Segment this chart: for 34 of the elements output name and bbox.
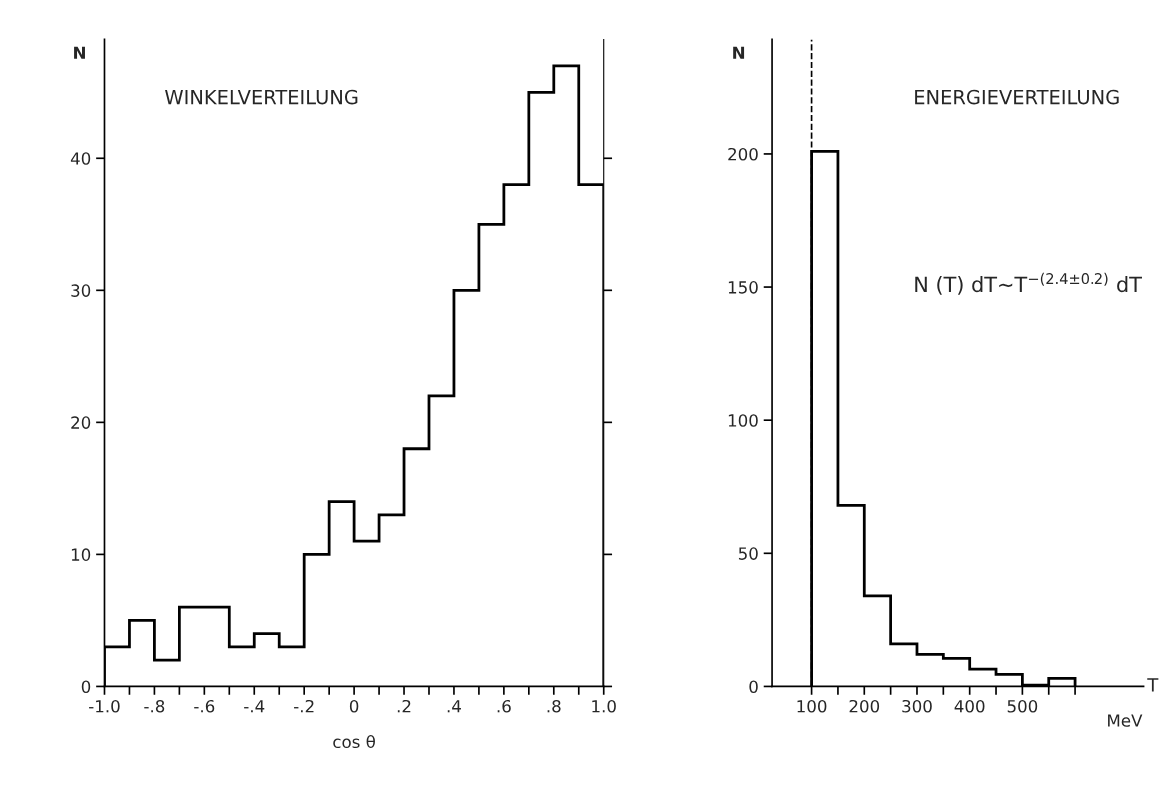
y-axis-title: N [733, 46, 745, 59]
x-tick-label: -1.0 [89, 699, 120, 713]
x-tick-label: -.6 [194, 699, 215, 713]
y-tick-label: 150 [728, 281, 758, 294]
x-tick-label: 100 [797, 699, 827, 713]
y-axis-title: N [74, 46, 85, 59]
x-tick-label: .2 [397, 699, 411, 713]
text: ENERGIEVERTEILUNG [915, 89, 1119, 105]
y-tick-label: 30 [71, 284, 91, 297]
y-tick-label: 20 [71, 416, 91, 429]
x-tick-label: -.2 [294, 699, 314, 713]
x-tick-label: .4 [447, 700, 461, 713]
y-tick-label: 40 [70, 152, 91, 165]
text: MeV [1108, 714, 1143, 727]
x-tick-label: -.4 [244, 700, 265, 713]
x-tick-label: 200 [849, 699, 880, 713]
x-axis-title: T [1147, 678, 1159, 692]
x-axis-title: cos θ [333, 735, 375, 749]
x-tick-label: -.8 [144, 699, 165, 713]
y-tick-label: 100 [728, 414, 758, 427]
y-tick-label: 0 [81, 680, 91, 693]
x-tick-label: 300 [902, 699, 932, 713]
y-tick-label: 50 [738, 547, 758, 560]
x-tick-label: .8 [547, 699, 561, 713]
x-tick-label: .6 [497, 699, 511, 713]
x-tick-label: 500 [1007, 699, 1038, 713]
x-tick-label: 1.0 [592, 699, 616, 713]
x-tick-label: 0 [349, 699, 359, 713]
y-tick-label: 0 [749, 680, 758, 693]
x-tick-label: 400 [954, 699, 985, 713]
annotation: N (T) dT∼T$^{−(2.4±0.2)}$ dT [915, 272, 1142, 295]
y-tick-label: 200 [728, 147, 758, 161]
text: WINKELVERTEILUNG [165, 89, 358, 105]
y-tick-label: 10 [71, 548, 91, 561]
